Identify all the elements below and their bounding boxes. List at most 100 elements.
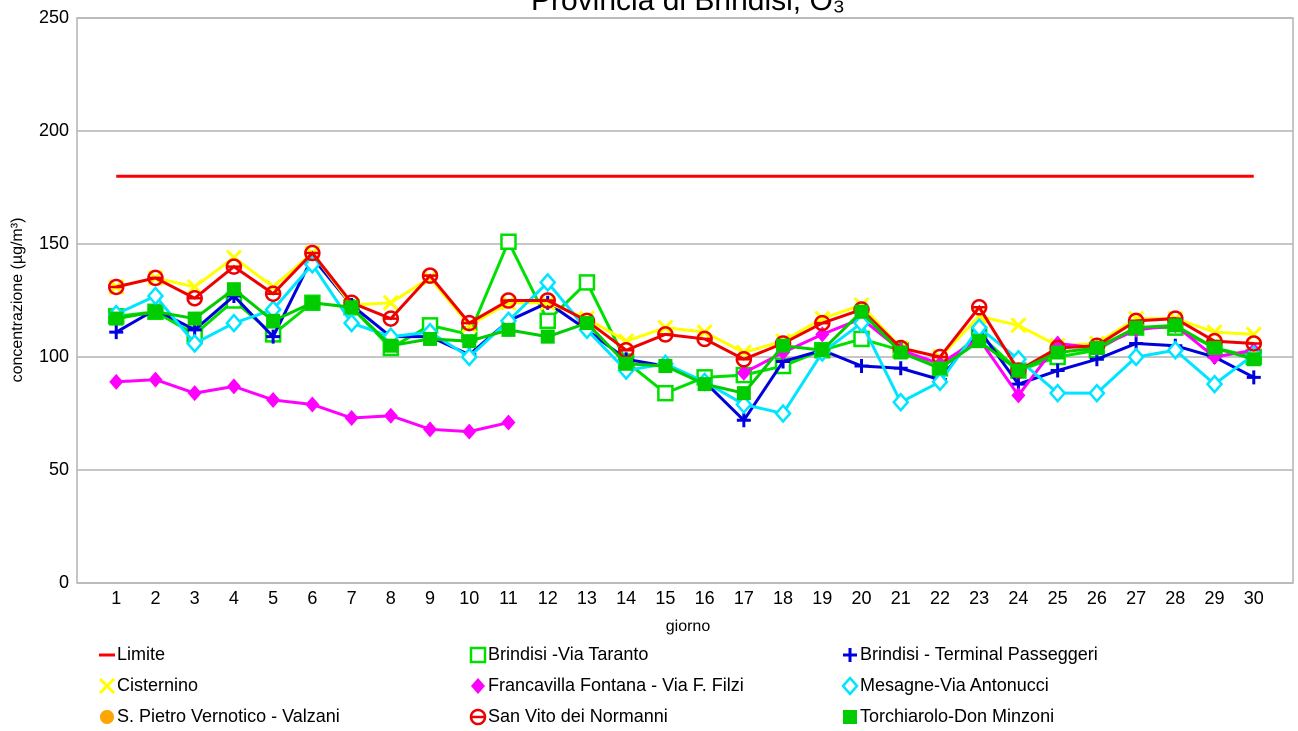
legend-item: Torchiarolo-Don Minzoni [843, 706, 1054, 726]
marker [383, 338, 398, 353]
series-line [115, 250, 1254, 359]
marker [147, 269, 164, 287]
marker [186, 333, 204, 354]
marker [1088, 383, 1106, 404]
series [109, 282, 1261, 401]
marker [854, 304, 869, 319]
marker [423, 421, 438, 438]
marker [843, 710, 857, 724]
y-axis-label: concentrazione (µg/m³) [9, 218, 26, 383]
marker [225, 313, 243, 333]
x-tick-label: 19 [812, 588, 832, 608]
x-tick-label: 26 [1087, 588, 1107, 608]
marker [1245, 335, 1263, 352]
marker [893, 345, 908, 360]
marker [500, 233, 517, 250]
x-tick-label: 7 [347, 588, 357, 608]
legend-item: Francavilla Fontana - Via F. Filzi [471, 675, 744, 695]
marker [462, 423, 477, 440]
marker [146, 286, 165, 306]
x-tick-label: 25 [1048, 588, 1068, 608]
marker [815, 343, 830, 358]
marker [539, 312, 556, 330]
x-tick-label: 20 [852, 588, 872, 608]
marker [107, 278, 125, 296]
legend-label: Brindisi - Terminal Passeggeri [860, 644, 1098, 664]
marker [500, 294, 517, 311]
marker [1011, 363, 1026, 378]
marker [617, 341, 635, 359]
marker [578, 274, 596, 291]
marker [109, 325, 124, 340]
marker [852, 313, 871, 333]
legend-item: Mesagne-Via Antonucci [841, 675, 1049, 696]
marker [342, 313, 361, 333]
x-tick-label: 28 [1165, 588, 1185, 608]
legend-label: Francavilla Fontana - Via F. Filzi [488, 675, 744, 695]
legend-label: Mesagne-Via Antonucci [860, 675, 1049, 695]
marker [972, 334, 987, 349]
x-tick-label: 2 [150, 588, 160, 608]
legend-label: Brindisi -Via Taranto [488, 644, 648, 664]
marker [776, 338, 791, 353]
marker [1166, 340, 1184, 361]
marker [736, 364, 751, 381]
marker [657, 326, 674, 343]
marker [931, 371, 949, 392]
chart-title: Provincia di Brindisi, O₃ [531, 0, 845, 17]
marker [383, 407, 398, 424]
x-tick-label: 10 [459, 588, 479, 608]
x-tick-label: 27 [1126, 588, 1146, 608]
marker [382, 310, 400, 327]
marker [854, 359, 869, 374]
marker [264, 285, 282, 302]
x-tick-label: 1 [111, 588, 121, 608]
legend-label: Cisternino [117, 675, 198, 695]
marker [382, 294, 399, 311]
legend-item: Brindisi - Terminal Passeggeri [843, 644, 1098, 664]
marker [657, 384, 674, 402]
x-tick-label: 29 [1205, 588, 1225, 608]
legend-label: Torchiarolo-Don Minzoni [860, 706, 1054, 726]
marker [187, 385, 202, 402]
x-axis-label: giorno [666, 618, 711, 635]
marker [148, 371, 163, 388]
marker [500, 292, 517, 309]
marker [539, 294, 556, 311]
marker [1205, 374, 1224, 395]
marker [344, 300, 359, 315]
x-tick-label: 6 [307, 588, 317, 608]
series-line [115, 261, 1255, 416]
marker [736, 386, 751, 401]
x-tick-label: 9 [425, 588, 435, 608]
x-tick-label: 8 [386, 588, 396, 608]
legend-item: Brindisi -Via Taranto [469, 644, 648, 664]
marker [539, 272, 557, 293]
marker [893, 361, 908, 376]
marker [469, 708, 487, 726]
marker [932, 361, 947, 376]
x-tick-label: 3 [190, 588, 200, 608]
marker [658, 359, 673, 374]
marker [266, 329, 281, 344]
marker [970, 299, 988, 316]
marker [421, 267, 439, 284]
marker [462, 334, 477, 349]
x-tick-label: 24 [1008, 588, 1028, 608]
marker [344, 410, 359, 427]
marker [109, 311, 124, 326]
plot-area [76, 17, 1294, 584]
marker [266, 391, 281, 408]
series [107, 244, 1263, 379]
x-tick-label: 18 [773, 588, 793, 608]
y-tick-label: 100 [39, 346, 69, 366]
marker [736, 413, 751, 428]
legend-item: Limite [99, 644, 165, 664]
marker [540, 329, 555, 344]
marker [469, 646, 487, 664]
marker [697, 377, 712, 392]
marker [305, 396, 320, 413]
legend-item: San Vito dei Normanni [469, 706, 668, 726]
series-line [116, 238, 1255, 395]
